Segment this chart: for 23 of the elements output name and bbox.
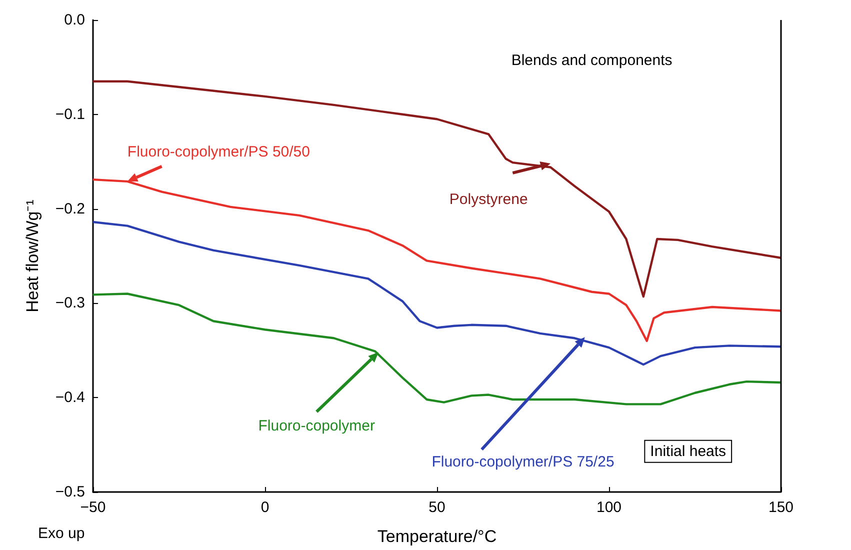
y-tick-label: −0.2 (55, 200, 85, 218)
y-tick-label: −0.1 (55, 106, 85, 123)
y-tick-label: −0.4 (55, 389, 85, 406)
y-tick-label: −0.5 (55, 484, 85, 500)
annotation: Blends and components (511, 52, 672, 70)
x-axis-title: Temperature/°C (377, 527, 497, 546)
y-tick-label: 0.0 (64, 12, 85, 28)
legend-label: Polystyrene (449, 190, 528, 208)
text: Exo up (38, 525, 85, 542)
annotation: Initial heats (650, 442, 726, 460)
y-axis-title: Heat flow/Wg⁻¹ (23, 199, 42, 312)
text: Fluoro-copolymer (258, 417, 375, 434)
line-series (92, 220, 782, 366)
x-tick-label: 50 (428, 499, 446, 516)
x-tick-label: 100 (596, 499, 622, 516)
line-series (92, 80, 782, 298)
text: Fluoro-copolymer/PS 75/25 (432, 453, 614, 470)
x-tick-label: 150 (768, 499, 794, 516)
line-series (92, 292, 782, 406)
y-tick-label: −0.3 (55, 294, 85, 312)
series-label: Fluoro-copolymer/PS 50/50 (127, 144, 310, 161)
x-tick-label: −50 (80, 499, 106, 516)
x-tick-label: 0 (260, 499, 270, 516)
